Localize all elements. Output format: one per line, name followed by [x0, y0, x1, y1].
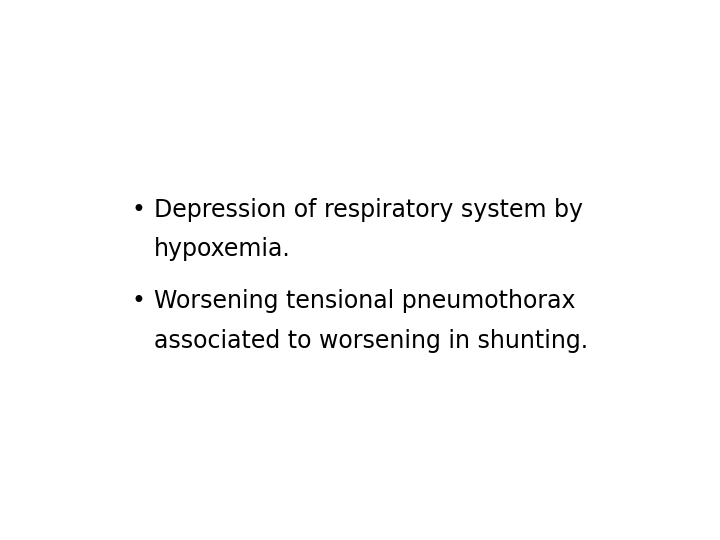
Text: •: • — [132, 289, 145, 313]
Text: Depression of respiratory system by: Depression of respiratory system by — [154, 198, 583, 222]
Text: hypoxemia.: hypoxemia. — [154, 238, 291, 261]
Text: associated to worsening in shunting.: associated to worsening in shunting. — [154, 329, 588, 353]
Text: •: • — [132, 198, 145, 222]
Text: Worsening tensional pneumothorax: Worsening tensional pneumothorax — [154, 289, 576, 313]
